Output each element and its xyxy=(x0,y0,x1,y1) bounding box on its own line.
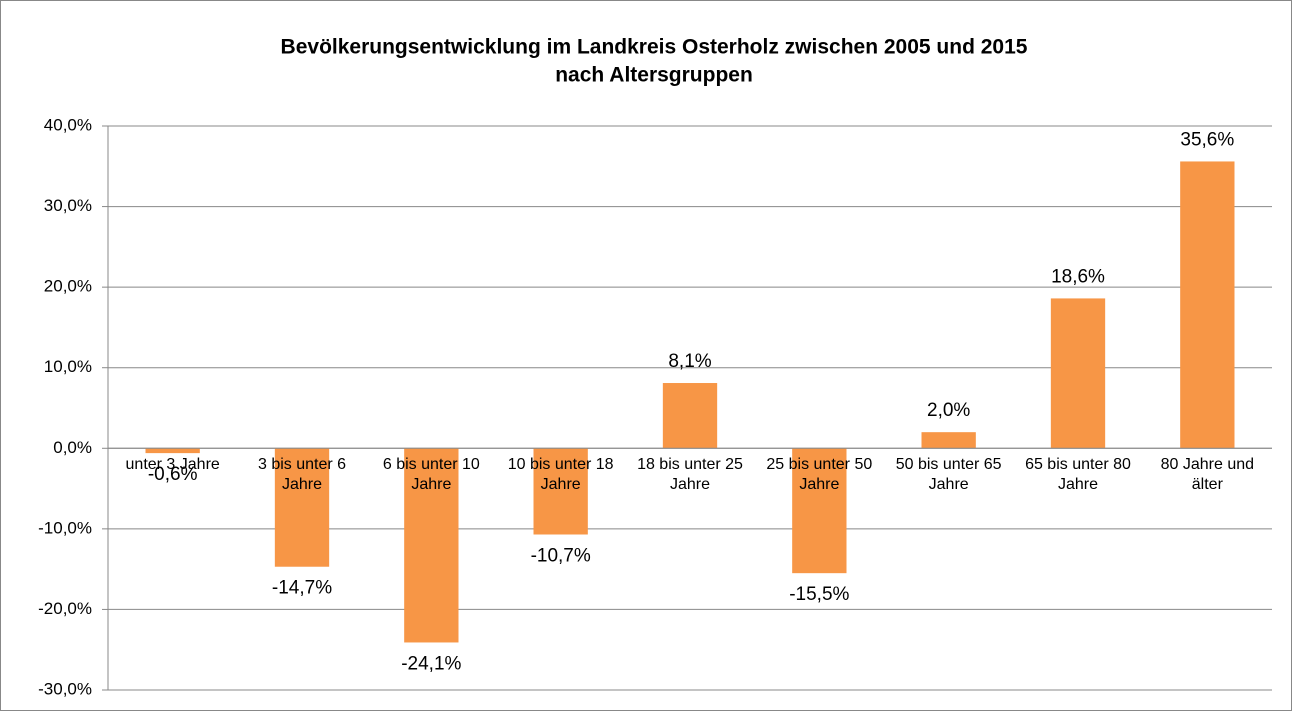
bar xyxy=(533,448,588,535)
value-label: -14,7% xyxy=(272,578,332,599)
y-tick-label: 20,0% xyxy=(44,277,92,296)
y-tick-label: -20,0% xyxy=(38,599,92,618)
x-tick-label: 3 bis unter 6 Jahre xyxy=(257,456,347,494)
y-tick-label: 0,0% xyxy=(53,438,92,457)
bar xyxy=(404,448,459,643)
value-label: 8,1% xyxy=(668,351,711,372)
value-label: 2,0% xyxy=(927,400,970,421)
value-label: 35,6% xyxy=(1180,129,1234,150)
y-tick-label: -10,0% xyxy=(38,518,92,537)
bar xyxy=(921,432,976,449)
chart-title: nach Altersgruppen xyxy=(555,64,753,87)
x-tick-label: unter 3 Jahre xyxy=(125,456,220,474)
y-tick-label: -30,0% xyxy=(38,679,92,698)
value-label: -0,6% xyxy=(148,464,198,485)
bar xyxy=(792,448,847,574)
value-label: -24,1% xyxy=(401,653,461,674)
value-label: 18,6% xyxy=(1051,266,1105,287)
chart-title: Bevölkerungsentwicklung im Landkreis Ost… xyxy=(281,36,1028,59)
x-tick-label: 10 bis unter 18 Jahre xyxy=(507,456,614,494)
value-label: -15,5% xyxy=(789,584,849,605)
bar xyxy=(274,448,330,567)
x-tick-label: 18 bis unter 25 Jahre xyxy=(637,456,743,494)
x-tick-label: 65 bis unter 80 Jahre xyxy=(1025,456,1131,494)
y-tick-label: 10,0% xyxy=(44,357,92,376)
x-tick-label: 80 Jahre und älter xyxy=(1160,456,1255,494)
bar xyxy=(1180,161,1235,449)
x-tick-label: 25 bis unter 50 Jahre xyxy=(766,456,873,494)
bar xyxy=(662,383,718,449)
x-tick-label: 50 bis unter 65 Jahre xyxy=(895,456,1002,494)
value-label: -10,7% xyxy=(531,546,591,567)
bar xyxy=(145,448,200,454)
bar xyxy=(1050,298,1106,449)
y-tick-label: 30,0% xyxy=(44,196,92,215)
x-tick-label: 6 bis unter 10 Jahre xyxy=(382,456,480,494)
y-tick-label: 40,0% xyxy=(44,115,92,134)
